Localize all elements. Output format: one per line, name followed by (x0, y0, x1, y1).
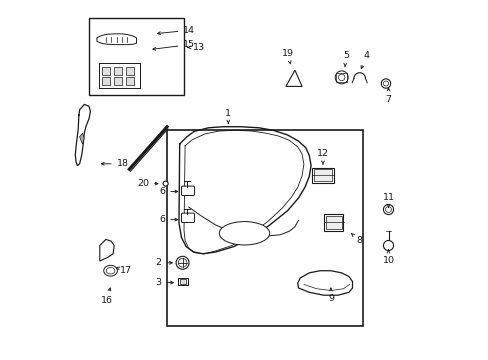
Text: 4: 4 (360, 51, 369, 68)
Text: 9: 9 (327, 288, 333, 303)
Text: 6: 6 (159, 187, 177, 196)
Text: 11: 11 (382, 193, 394, 207)
Text: 6: 6 (159, 215, 177, 224)
Bar (89, 18, 184, 95)
Circle shape (385, 207, 390, 212)
Ellipse shape (106, 267, 115, 274)
Circle shape (178, 258, 186, 267)
Polygon shape (100, 239, 114, 261)
Text: 15: 15 (153, 40, 195, 50)
Bar (102, 67, 110, 75)
Circle shape (335, 71, 347, 84)
Bar (311, 168, 333, 183)
Text: 1: 1 (225, 109, 231, 124)
Text: 18: 18 (101, 159, 128, 168)
Bar (179, 279, 186, 284)
Polygon shape (285, 70, 302, 86)
Text: 10: 10 (382, 250, 394, 265)
Bar (126, 67, 134, 75)
Circle shape (163, 181, 168, 186)
Text: 14: 14 (157, 26, 195, 35)
Bar (178, 278, 187, 285)
Circle shape (383, 240, 393, 251)
Bar (102, 77, 110, 85)
Circle shape (383, 204, 393, 215)
Circle shape (338, 74, 344, 81)
Text: 5: 5 (342, 51, 348, 66)
Bar (325, 216, 341, 229)
Bar (336, 73, 346, 82)
Text: 20: 20 (137, 179, 158, 188)
Polygon shape (97, 34, 136, 45)
Ellipse shape (103, 265, 117, 276)
Text: 3: 3 (155, 278, 173, 287)
Text: 17: 17 (117, 266, 132, 275)
Bar (114, 67, 122, 75)
Bar (99, 63, 140, 88)
Text: 12: 12 (316, 149, 328, 164)
Text: 8: 8 (350, 233, 361, 245)
Circle shape (383, 81, 387, 86)
Circle shape (176, 256, 189, 269)
Text: 13: 13 (187, 43, 205, 52)
FancyBboxPatch shape (181, 213, 194, 222)
Polygon shape (80, 133, 84, 144)
Bar (167, 130, 363, 326)
FancyBboxPatch shape (181, 186, 194, 195)
Bar (323, 214, 343, 231)
Bar (114, 77, 122, 85)
Text: 2: 2 (155, 258, 172, 267)
Circle shape (381, 79, 390, 88)
Bar (126, 77, 134, 85)
Text: 7: 7 (385, 88, 391, 104)
Text: 19: 19 (281, 49, 293, 64)
Text: 16: 16 (101, 288, 112, 305)
Polygon shape (297, 271, 352, 295)
Bar (313, 169, 332, 181)
Ellipse shape (219, 222, 269, 245)
